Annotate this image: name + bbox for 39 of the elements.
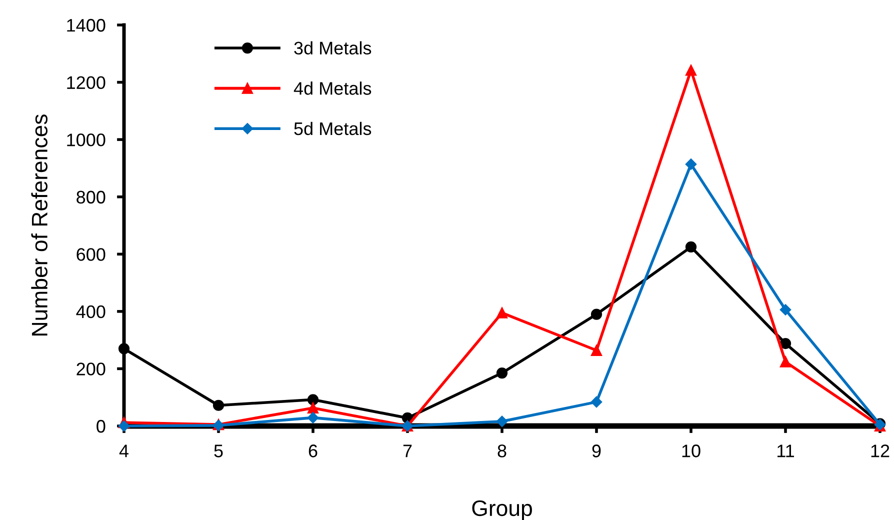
y-axis-title: Number of References xyxy=(31,114,48,336)
point xyxy=(118,343,130,354)
point xyxy=(307,402,319,414)
point xyxy=(590,396,602,408)
point xyxy=(780,338,792,350)
point xyxy=(496,367,508,379)
point xyxy=(685,158,697,170)
point xyxy=(590,344,602,356)
y-tick-label: 0 xyxy=(96,420,106,433)
point xyxy=(496,307,508,318)
point xyxy=(685,64,697,76)
x-tick-label: 8 xyxy=(498,444,506,458)
point xyxy=(496,416,508,428)
y-tick-label: 800 xyxy=(76,190,106,204)
x-tick-label: 5 xyxy=(214,444,223,458)
y-tick-label: 1000 xyxy=(67,134,106,146)
point xyxy=(307,412,319,424)
legend-label: 3d Metals xyxy=(294,41,372,55)
legend-label: 5d Metals xyxy=(294,122,372,136)
point xyxy=(590,308,602,320)
x-tick-label: 6 xyxy=(308,444,318,458)
x-tick-label: 11 xyxy=(778,444,794,458)
point xyxy=(685,241,697,253)
point xyxy=(307,394,319,406)
x-tick-label: 9 xyxy=(592,444,601,458)
point xyxy=(212,400,224,411)
x-tick-label: 4 xyxy=(119,444,128,458)
y-tick-label: 1200 xyxy=(67,76,106,90)
point xyxy=(780,356,792,368)
point xyxy=(780,304,792,316)
x-tick-label: 12 xyxy=(871,444,890,458)
y-tick-label: 1400 xyxy=(67,18,106,32)
x-tick-label: 7 xyxy=(403,444,412,458)
y-tick-label: 600 xyxy=(76,248,106,261)
legend-label: 4d Metals xyxy=(294,82,372,95)
y-tick-label: 400 xyxy=(76,305,106,318)
y-tick-label: 200 xyxy=(76,362,106,376)
x-axis-title: Group xyxy=(472,500,532,520)
x-tick-label: 10 xyxy=(682,444,700,458)
